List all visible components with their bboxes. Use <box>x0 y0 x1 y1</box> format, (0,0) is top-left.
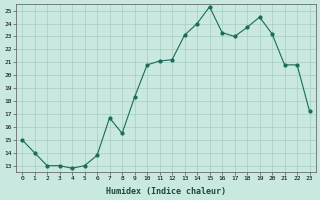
X-axis label: Humidex (Indice chaleur): Humidex (Indice chaleur) <box>106 187 226 196</box>
